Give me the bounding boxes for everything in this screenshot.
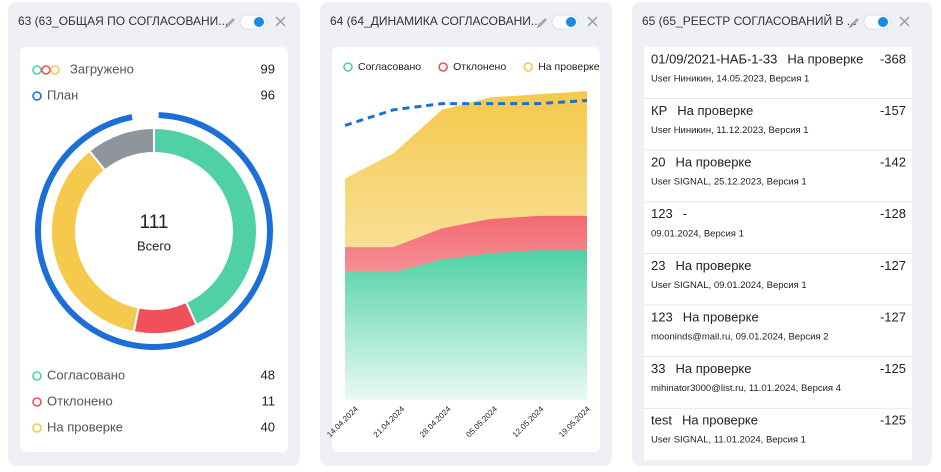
list-row[interactable] — [644, 253, 912, 305]
legend-dot — [32, 397, 42, 407]
legend-dot — [523, 62, 534, 72]
edit-icon[interactable] — [848, 18, 859, 29]
list-row[interactable] — [644, 201, 912, 254]
donut-segment — [87, 126, 155, 172]
list-row[interactable] — [644, 408, 912, 460]
legend-dot — [50, 65, 60, 75]
legend-dot — [343, 62, 353, 72]
legend-value: 11 — [262, 393, 276, 408]
item-meta: mooninds@mail.ru, 09.01.2024, Версия 2 — [651, 332, 828, 343]
legend-label: Согласовано — [358, 61, 421, 73]
widget-title: 63 (63_ОБЩАЯ ПО СОГЛАСОВАНИ... — [18, 14, 228, 28]
toggle-knob — [878, 17, 888, 27]
item-status: На проверке — [787, 51, 863, 66]
item-status: На проверке — [675, 361, 751, 376]
legend-value: 99 — [261, 61, 275, 76]
item-meta: mihinator3000@list.ru, 11.01.2024, Верси… — [651, 383, 841, 394]
close-icon[interactable] — [587, 16, 598, 27]
list-row[interactable] — [644, 150, 912, 202]
legend-label: Отклонено — [453, 61, 506, 73]
item-status: На проверке — [675, 155, 751, 170]
item-status: На проверке — [683, 309, 759, 324]
item-meta: User SIGNAL, 25.12.2023, Версия 1 — [651, 177, 807, 188]
edit-icon[interactable] — [536, 18, 547, 29]
donut-segment — [153, 126, 258, 327]
item-value: -125 — [880, 361, 906, 376]
item-value: -127 — [880, 309, 906, 324]
item-meta: User SIGNAL, 09.01.2024, Версия 1 — [651, 280, 807, 291]
legend-dot — [32, 371, 42, 381]
item-status: На проверке — [675, 258, 751, 273]
item-meta: User SIGNAL, 11.01.2024, Версия 1 — [651, 435, 806, 446]
legend-dot — [41, 65, 51, 75]
item-value: -142 — [880, 155, 906, 170]
legend-label: План — [47, 87, 78, 102]
item-name: 33 — [651, 361, 665, 376]
item-value: -127 — [880, 258, 906, 273]
item-value: -128 — [880, 206, 906, 221]
list-row[interactable] — [644, 305, 912, 357]
item-name: 123 — [651, 206, 673, 221]
area — [345, 250, 587, 400]
list-row[interactable] — [644, 356, 912, 409]
legend-label: На проверке — [47, 419, 123, 434]
item-meta: 09.01.2024, Версия 1 — [651, 228, 744, 239]
item-value: -157 — [880, 103, 906, 118]
toggle-knob — [566, 17, 576, 27]
total-value: 111 — [140, 212, 169, 233]
edit-icon[interactable] — [224, 18, 235, 29]
legend-label: Согласовано — [47, 367, 125, 382]
item-status: На проверке — [677, 103, 753, 118]
toggle-knob — [254, 17, 264, 27]
close-icon[interactable] — [899, 16, 910, 27]
list-row[interactable] — [644, 98, 912, 151]
item-value: -368 — [880, 51, 906, 66]
item-name: КР — [651, 103, 667, 118]
item-status: На проверке — [682, 413, 758, 428]
item-name: test — [651, 413, 672, 428]
legend-value: 40 — [261, 419, 275, 434]
item-name: 20 — [651, 155, 665, 170]
plan-line — [344, 98, 588, 127]
legend-value: 48 — [261, 367, 275, 382]
item-status: - — [683, 206, 687, 221]
legend-label: Отклонено — [47, 393, 113, 408]
item-name: 123 — [651, 309, 673, 324]
legend-dot — [32, 423, 42, 433]
list-row[interactable] — [644, 47, 912, 99]
total-label: Всего — [137, 238, 171, 253]
item-meta: User Ниникин, 14.05.2023, Версия 1 — [651, 74, 809, 85]
legend-dot — [438, 62, 448, 72]
widget-title: 65 (65_РЕЕСТР СОГЛАСОВАНИЙ В ... — [642, 13, 857, 28]
widget-title: 64 (64_ДИНАМИКА СОГЛАСОВАНИ... — [330, 14, 541, 28]
item-name: 23 — [651, 258, 665, 273]
legend-dot — [32, 91, 42, 101]
legend-value: 96 — [261, 87, 275, 102]
legend-label: На проверке — [538, 61, 600, 73]
item-name: 01/09/2021-НАБ-1-33 — [651, 51, 777, 66]
close-icon[interactable] — [275, 16, 286, 27]
legend-label: Загружено — [70, 61, 134, 76]
item-value: -125 — [880, 413, 906, 428]
legend-dot — [32, 65, 42, 75]
panel — [20, 47, 288, 452]
item-meta: User Ниникин, 11.12.2023, Версия 1 — [651, 125, 809, 136]
